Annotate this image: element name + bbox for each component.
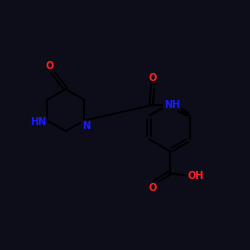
- Text: OH: OH: [187, 171, 204, 181]
- Text: N: N: [82, 121, 90, 131]
- Text: O: O: [46, 61, 54, 71]
- Text: NH: NH: [164, 100, 180, 110]
- Text: O: O: [149, 182, 157, 192]
- Text: O: O: [149, 73, 157, 83]
- Text: HN: HN: [30, 117, 46, 127]
